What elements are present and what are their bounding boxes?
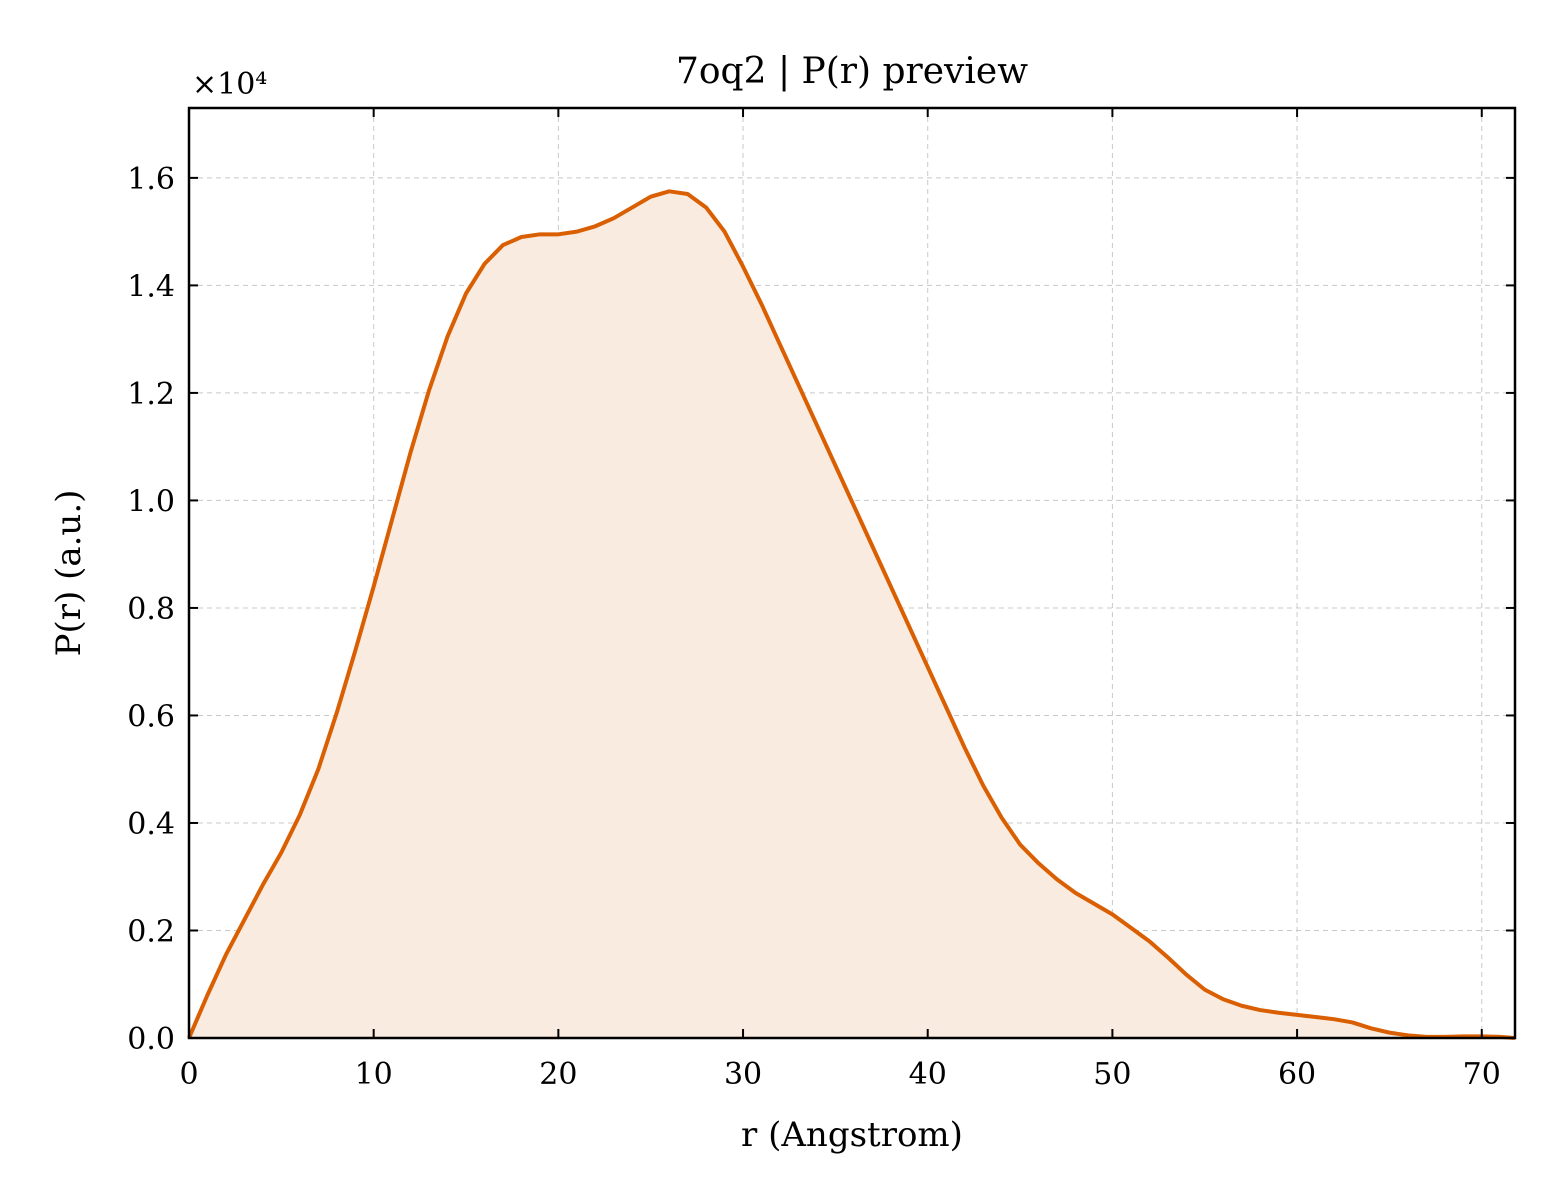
plot-frame — [187, 106, 1517, 1040]
y-multiplier: ×10⁴ — [192, 67, 267, 102]
y-tick-label: 1.4 — [127, 269, 175, 304]
y-tick-label: 0.6 — [127, 699, 175, 734]
pr-line — [187, 189, 1516, 1040]
x-tick-label: 50 — [1093, 1057, 1131, 1092]
chart-title: 7oq2 | P(r) preview — [676, 51, 1028, 92]
y-axis-label: P(r) (a.u.) — [49, 490, 89, 657]
y-tick-label: 1.2 — [127, 377, 175, 412]
y-tick-label: 1.6 — [127, 162, 175, 197]
x-tick-label: 0 — [179, 1057, 198, 1092]
y-tick-label: 1.0 — [127, 484, 175, 519]
y-tick-label: 0.4 — [127, 807, 175, 842]
x-tick-label: 10 — [355, 1057, 393, 1092]
y-tick-label: 0.8 — [127, 592, 175, 627]
y-tick-label: 0.2 — [127, 914, 175, 949]
y-tick-label: 0.0 — [127, 1022, 175, 1057]
x-tick-label: 40 — [909, 1057, 947, 1092]
x-tick-label: 70 — [1463, 1057, 1501, 1092]
x-axis-label: r (Angstrom) — [741, 1115, 963, 1155]
x-tick-label: 30 — [724, 1057, 762, 1092]
x-tick-label: 60 — [1278, 1057, 1316, 1092]
pr-area-fill — [189, 191, 1515, 1038]
x-tick-label: 20 — [539, 1057, 577, 1092]
x-tick-labels: 0 10 20 30 40 50 60 70 — [179, 1057, 1500, 1092]
y-tick-labels: 0.0 0.2 0.4 0.6 0.8 1.0 1.2 1.4 1.6 — [127, 162, 175, 1057]
